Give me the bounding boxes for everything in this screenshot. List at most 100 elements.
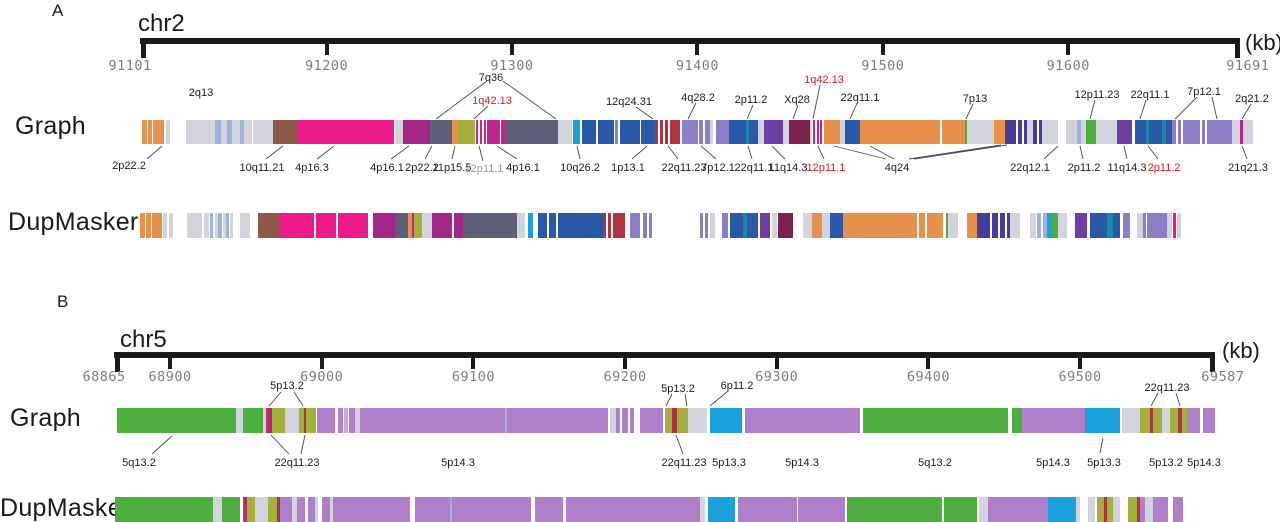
duplication-segment — [258, 213, 280, 238]
duplication-segment — [670, 120, 680, 144]
duplication-segment — [1137, 213, 1143, 238]
duplication-segment — [505, 408, 507, 433]
duplication-segment — [244, 120, 252, 144]
duplication-segment — [272, 408, 285, 433]
duplication-segment — [988, 497, 1048, 522]
duplication-segment — [1173, 213, 1176, 238]
axis-tick-mark — [880, 43, 885, 55]
band-label-below-5p14.3: 5p14.3 — [785, 457, 819, 469]
duplication-segment — [965, 120, 967, 144]
axis-tick-mark — [695, 43, 700, 55]
duplication-segment — [243, 497, 245, 522]
duplication-segment — [812, 213, 822, 238]
duplication-segment — [847, 497, 942, 522]
axis-tick-label: 91600 — [1046, 58, 1090, 74]
axis-tick-label: 69200 — [603, 369, 647, 385]
band-label-above-1q42.13: 1q42.13 — [472, 95, 512, 107]
label-connector-line — [700, 145, 717, 160]
duplication-segment — [1010, 213, 1020, 238]
duplication-segment — [297, 120, 394, 144]
duplication-segment — [630, 408, 634, 433]
duplication-segment — [1075, 213, 1087, 238]
label-connector-line — [869, 145, 895, 160]
duplication-segment — [1170, 408, 1178, 433]
band-label-below-22q11.23: 22q11.23 — [661, 162, 707, 174]
label-connector-line — [478, 145, 484, 162]
duplication-segment — [1039, 120, 1042, 144]
duplication-segment — [146, 213, 151, 238]
axis-tick-mark — [141, 43, 146, 58]
duplication-segment — [1043, 213, 1047, 238]
duplication-segment — [487, 120, 500, 144]
duplication-segment — [813, 120, 815, 144]
duplication-segment — [221, 120, 227, 144]
duplication-segment — [355, 408, 360, 433]
duplication-segment — [610, 408, 616, 433]
panel-letter-b: B — [57, 292, 69, 311]
duplication-segment — [316, 213, 336, 238]
duplication-segment — [840, 120, 845, 144]
duplication-segment — [1090, 213, 1107, 238]
axis-tick-mark — [1066, 43, 1071, 55]
label-connector-line — [631, 145, 648, 160]
axis-tick-label: 91300 — [490, 58, 534, 74]
duplication-segment — [783, 120, 789, 144]
duplication-segment — [1022, 408, 1085, 433]
duplication-segment — [603, 213, 606, 238]
duplication-segment — [480, 120, 482, 144]
duplication-segment — [1042, 120, 1058, 144]
duplication-segment — [824, 120, 840, 144]
duplication-segment — [1146, 120, 1149, 144]
band-label-above-7p13: 7p13 — [962, 93, 988, 105]
label-connector-line — [1139, 99, 1147, 120]
duplication-segment — [672, 408, 677, 433]
duplication-segment — [452, 120, 458, 144]
band-label-above-12q24.31: 12q24.31 — [606, 96, 652, 108]
duplication-segment — [395, 213, 408, 238]
band-label-below-2p11.2: 2p11.2 — [1147, 162, 1181, 174]
label-connector-line — [300, 434, 306, 455]
duplication-segment — [620, 120, 640, 144]
band-label-above-7p12.1: 7p12.1 — [1187, 86, 1221, 98]
duplication-segment — [1240, 120, 1243, 144]
duplication-segment — [117, 408, 236, 433]
duplication-segment — [333, 497, 410, 522]
band-label-below-2p22.2: 2p22.2 — [405, 162, 439, 174]
band-label-below-22q11.1: 22q11.1 — [734, 162, 774, 174]
band-label-below-7p12.1: 7p12.1 — [701, 162, 735, 174]
label-connector-line — [270, 434, 290, 455]
duplication-segment — [412, 213, 414, 238]
duplication-segment — [1097, 497, 1104, 522]
duplication-segment — [558, 120, 572, 144]
duplication-segment — [463, 213, 517, 238]
label-connector-line — [1099, 437, 1104, 454]
label-connector-line — [1175, 392, 1181, 407]
duplication-segment — [630, 213, 640, 238]
duplication-segment — [403, 120, 430, 144]
duplication-segment — [1030, 213, 1036, 238]
axis-tick-mark — [774, 357, 779, 369]
duplication-segment — [764, 120, 783, 144]
duplication-segment — [994, 120, 1005, 144]
duplication-segment — [222, 497, 240, 522]
duplication-segment — [255, 497, 268, 522]
duplication-segment — [716, 120, 729, 144]
duplication-segment — [240, 213, 250, 238]
dupmasker-row-label-a: DupMasker — [8, 208, 139, 236]
graph-row-label-b: Graph — [10, 404, 81, 432]
duplication-segment — [169, 213, 173, 238]
duplication-segment — [598, 120, 614, 144]
label-connector-line — [908, 144, 1002, 160]
band-label-above-6p11.2: 6p11.2 — [720, 380, 754, 392]
duplication-segment — [187, 213, 202, 238]
label-connector-line — [771, 145, 786, 160]
duplication-segment — [140, 213, 145, 238]
duplication-segment — [749, 120, 758, 144]
duplication-segment — [273, 120, 297, 144]
dupmasker-row-label-b: DupMasker — [0, 494, 131, 522]
label-connector-line — [965, 103, 974, 120]
label-connector-line — [1174, 96, 1198, 120]
duplication-segment — [745, 408, 860, 433]
band-label-below-5p14.3: 5p14.3 — [1187, 457, 1221, 469]
